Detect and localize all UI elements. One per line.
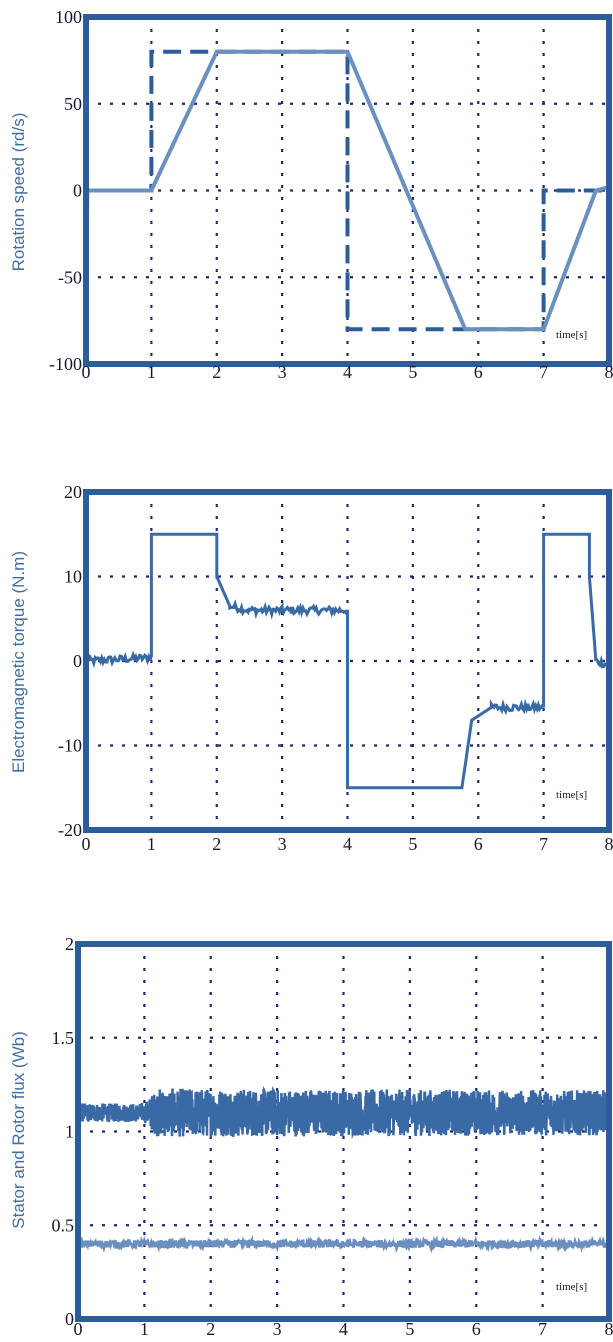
flux-xtick-label: 2 — [206, 1319, 215, 1339]
flux-stator-flux-band — [76, 1085, 611, 1140]
torque-xtick-label: 5 — [408, 834, 417, 854]
speed-chart: Rotation speed (rd/s) 100 50 0 -50 -100 0 1 2 3… — [9, 7, 613, 382]
flux-time-label: time[s] — [556, 1281, 587, 1293]
flux-chart: Stator and Rotor flux (Wb) 2 1.5 1 0.5 0 0 1 2… — [9, 934, 613, 1339]
speed-reference-line — [86, 49, 609, 332]
flux-xtick-label: 4 — [339, 1319, 348, 1339]
torque-ytick-label: -20 — [58, 820, 82, 840]
torque-xtick-label: 6 — [474, 834, 483, 854]
torque-xtick-label: 2 — [212, 834, 221, 854]
speed-measured-line — [84, 49, 610, 332]
speed-xtick-label: 5 — [408, 362, 417, 382]
speed-ylabel: Rotation speed (rd/s) — [9, 113, 28, 272]
speed-ytick-label: -100 — [49, 354, 82, 374]
torque-ytick-label: 10 — [64, 567, 82, 587]
flux-ytick-label: 0.5 — [52, 1215, 75, 1235]
flux-xtick-label: 1 — [140, 1319, 149, 1339]
torque-xtick-label: 4 — [343, 834, 352, 854]
speed-xtick-label: 1 — [147, 362, 156, 382]
flux-xtick-label: 8 — [605, 1319, 613, 1339]
flux-xtick-label: 6 — [472, 1319, 481, 1339]
flux-ytick-label: 2 — [65, 934, 74, 954]
speed-xtick-label: 4 — [343, 362, 352, 382]
flux-xtick-label: 5 — [405, 1319, 414, 1339]
flux-plot-frame — [75, 941, 612, 1322]
torque-ytick-label: 20 — [64, 482, 82, 502]
speed-xtick-label: 2 — [212, 362, 221, 382]
torque-measured-line — [84, 532, 611, 790]
flux-rotor-flux-line — [76, 1234, 611, 1254]
torque-chart: Electromagnetic torque (N.m) 20100-10-20… — [9, 482, 613, 854]
speed-ytick-label: 0 — [73, 181, 82, 201]
speed-ytick-label: 50 — [64, 94, 82, 114]
torque-xtick-label: 8 — [605, 834, 613, 854]
speed-ytick-label: -50 — [58, 267, 82, 287]
speed-xtick-label: 8 — [605, 362, 613, 382]
speed-time-label: time[s] — [556, 329, 587, 341]
speed-xtick-label: 6 — [474, 362, 483, 382]
flux-ytick-label: 1.5 — [52, 1028, 75, 1048]
torque-plot-frame — [83, 489, 612, 833]
flux-ytick-label: 1 — [65, 1122, 74, 1142]
speed-xtick-label: 0 — [82, 362, 91, 382]
torque-ylabel: Electromagnetic torque (N.m) — [9, 551, 28, 773]
flux-xtick-label: 0 — [74, 1319, 83, 1339]
torque-xtick-label: 3 — [278, 834, 287, 854]
torque-xtick-label: 1 — [147, 834, 156, 854]
torque-xtick-label: 7 — [539, 834, 548, 854]
torque-xtick-label: 0 — [82, 834, 91, 854]
flux-ytick-label: 0 — [65, 1309, 74, 1329]
flux-xtick-label: 3 — [273, 1319, 282, 1339]
flux-ylabel: Stator and Rotor flux (Wb) — [9, 1031, 28, 1228]
torque-time-label: time[s] — [556, 789, 587, 801]
speed-ytick-label: 100 — [55, 7, 82, 27]
torque-ytick-label: 0 — [73, 651, 82, 671]
speed-xtick-label: 3 — [278, 362, 287, 382]
speed-plot-frame — [83, 14, 612, 367]
flux-xtick-label: 7 — [538, 1319, 547, 1339]
speed-xtick-label: 7 — [539, 362, 548, 382]
torque-ytick-label: -10 — [58, 736, 82, 756]
